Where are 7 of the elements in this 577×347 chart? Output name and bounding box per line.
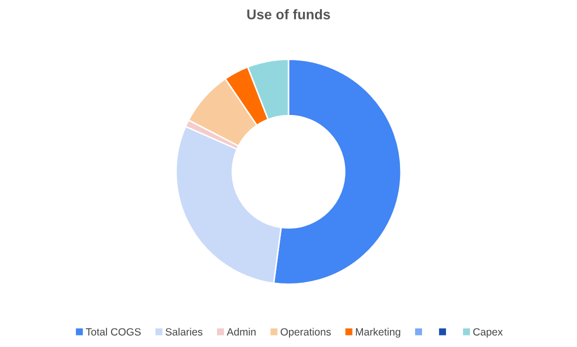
chart-title: Use of funds (247, 9, 330, 20)
legend-label: Marketing (356, 328, 400, 338)
legend-label: Capex (473, 328, 503, 338)
legend-label: Operations (280, 328, 331, 338)
legend-label: Salaries (166, 328, 202, 336)
legend-label: Admin (226, 328, 256, 336)
legend-label: Total COGS (86, 328, 141, 336)
